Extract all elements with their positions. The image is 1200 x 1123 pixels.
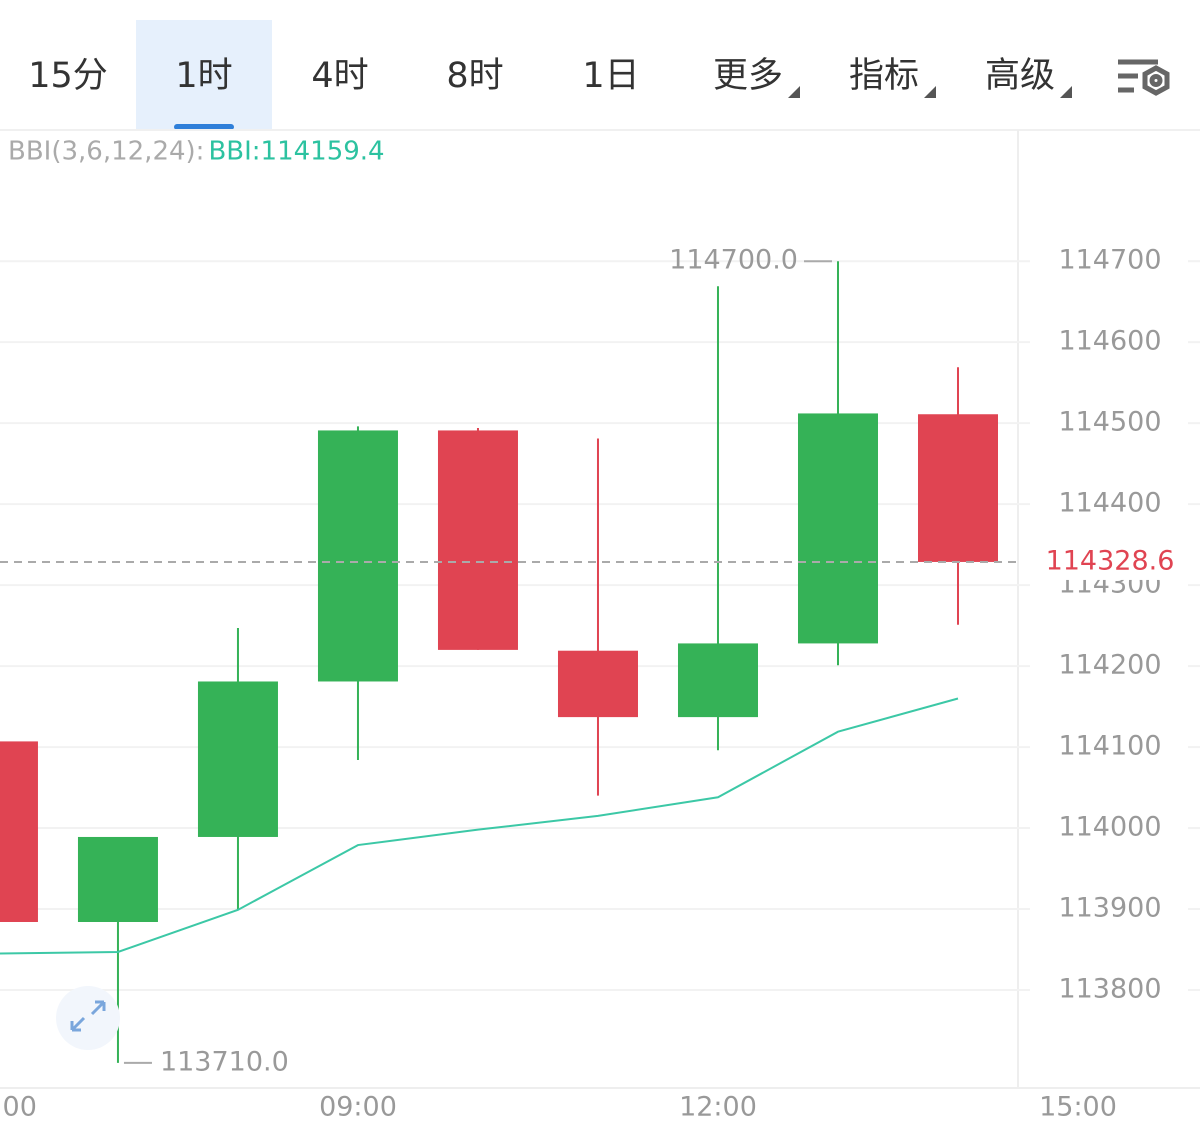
tab-active-bg — [136, 20, 272, 130]
candle-body — [797, 413, 878, 644]
y-tick-label: 114400 — [1058, 488, 1161, 519]
x-tick-label: 15:00 — [1039, 1092, 1117, 1123]
dropdown-arrow — [788, 86, 800, 98]
plot — [0, 261, 998, 1063]
x-tick-label: 12:00 — [679, 1092, 757, 1123]
tab-indicator — [174, 124, 234, 130]
y-tick-label: 113900 — [1058, 893, 1161, 924]
candle-body — [677, 643, 758, 718]
tab[interactable]: 高级 — [985, 56, 1055, 96]
y-tick-label: 114600 — [1058, 326, 1161, 357]
expand-button[interactable] — [56, 986, 120, 1050]
last-price-bg — [1020, 543, 1200, 580]
low-label: 113710.0 — [160, 1046, 289, 1077]
candle-body — [557, 650, 638, 718]
tab-bar: 15分 1时 4时 8时 1日 更多 指标 高级 — [28, 20, 1072, 130]
overlay: 114700.0 113710.0 114328.6 — [0, 245, 1200, 1077]
indicator-label: BBI(3,6,12,24): — [8, 137, 204, 167]
candle-body — [77, 836, 158, 922]
tab[interactable]: 1时 — [175, 56, 232, 96]
tab[interactable]: 15分 — [28, 56, 108, 96]
tab[interactable]: 指标 — [849, 56, 919, 96]
last-price-label: 114328.6 — [1046, 545, 1175, 576]
candle-body — [317, 430, 398, 682]
y-tick-label: 114100 — [1058, 731, 1161, 762]
x-tick-label: 09:00 — [319, 1092, 397, 1123]
tab[interactable]: 更多 — [713, 56, 783, 96]
high-label: 114700.0 — [669, 245, 798, 276]
tab[interactable]: 8时 — [446, 56, 503, 96]
indicator-value: BBI:114159.4 — [208, 137, 384, 167]
y-tick-label: 113800 — [1058, 974, 1161, 1005]
x-tick-label: 06:00 — [0, 1092, 37, 1123]
y-tick-label: 114500 — [1058, 407, 1161, 438]
y-tick-label: 114200 — [1058, 650, 1161, 681]
tab[interactable]: 4时 — [311, 56, 368, 96]
candle-body — [917, 414, 998, 562]
candle-body — [0, 741, 38, 922]
y-tick-label: 114700 — [1058, 245, 1161, 276]
dropdown-arrow — [1060, 86, 1072, 98]
candle-body — [437, 430, 518, 650]
settings-icon[interactable] — [1118, 59, 1170, 96]
candle-body — [197, 681, 278, 837]
bbi-line — [0, 697, 959, 955]
dropdown-arrow — [924, 86, 936, 98]
y-tick-label: 114000 — [1058, 812, 1161, 843]
tab[interactable]: 1日 — [582, 56, 639, 96]
